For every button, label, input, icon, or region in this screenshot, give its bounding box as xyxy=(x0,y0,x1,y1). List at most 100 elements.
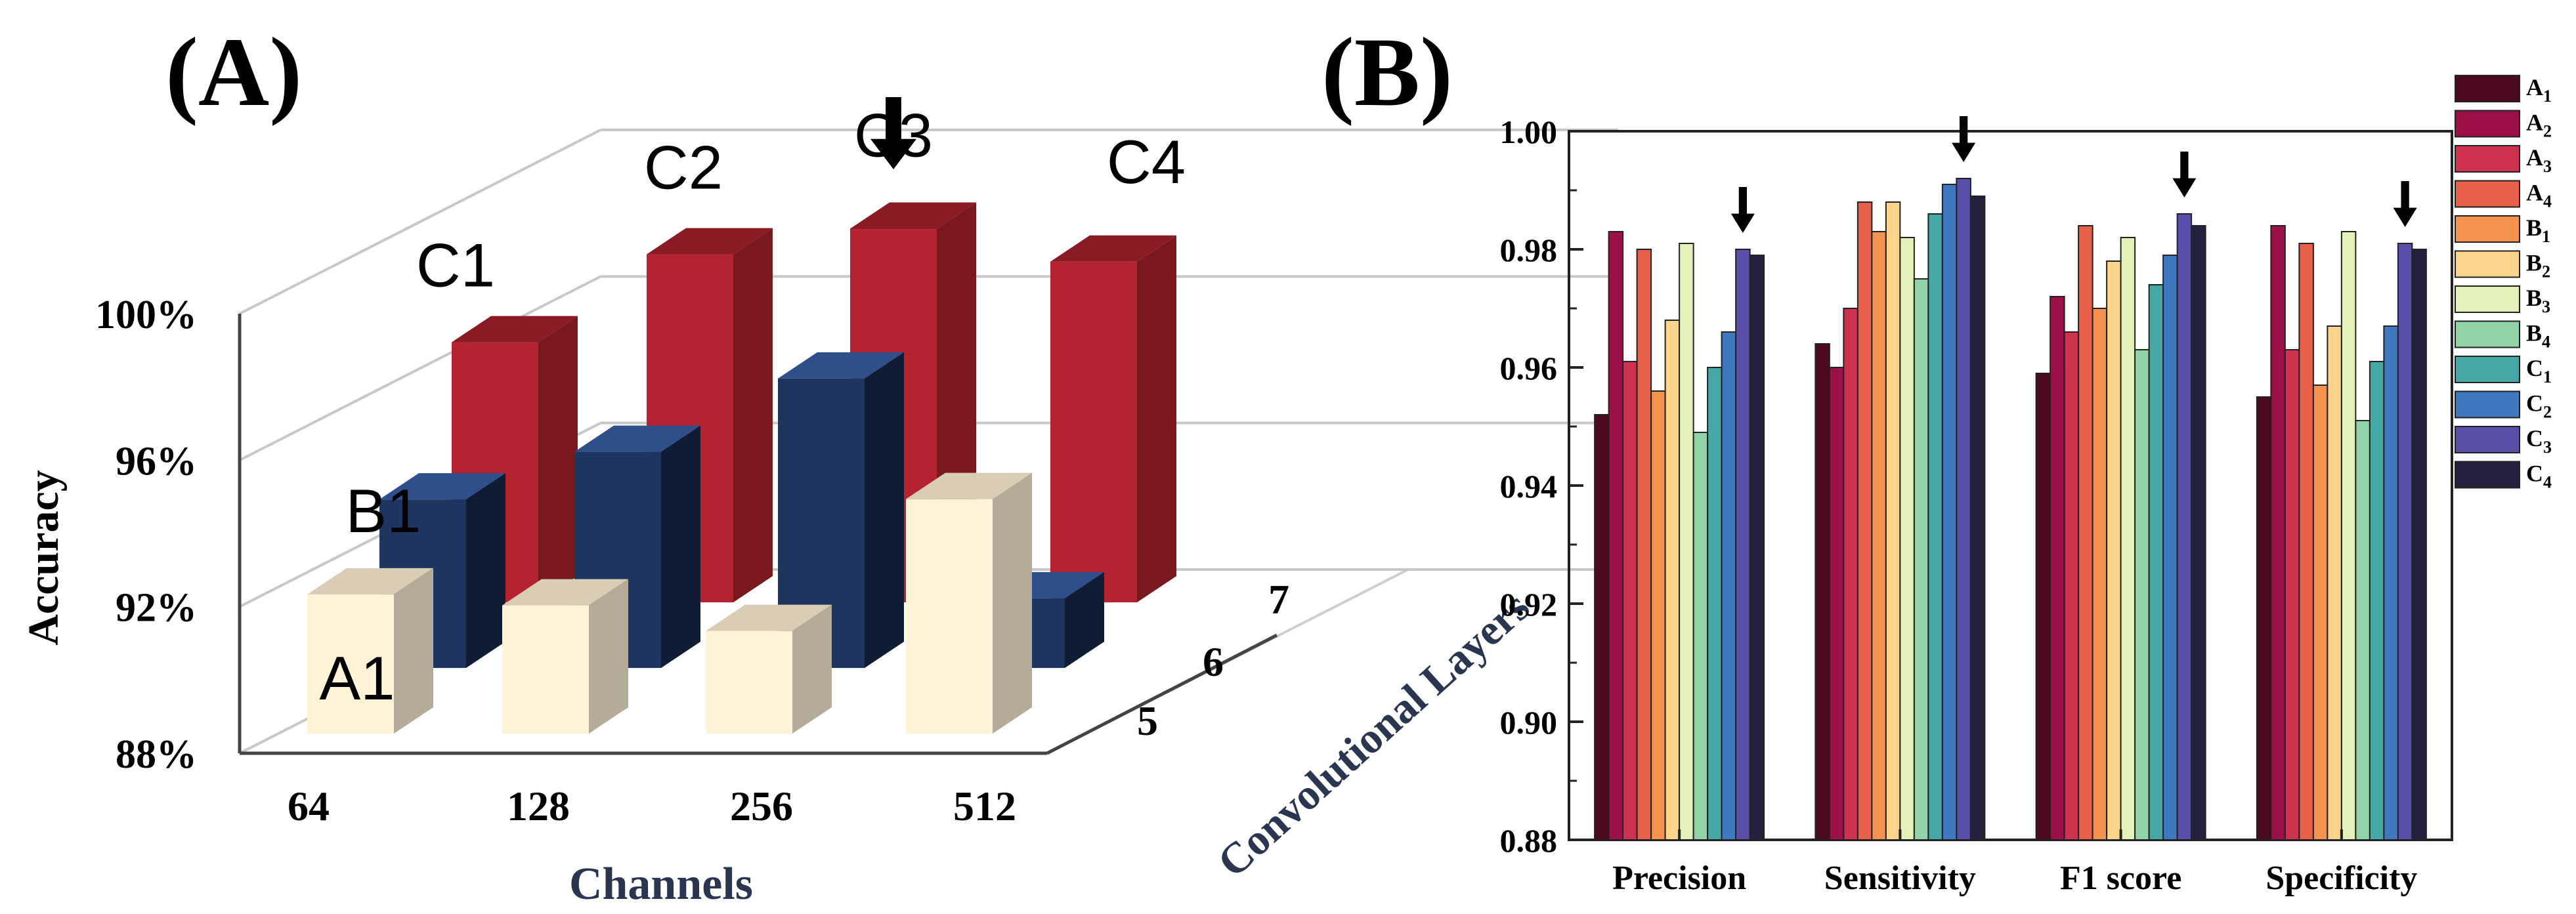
panel-a-bar-top xyxy=(307,568,433,594)
panel-b-bar xyxy=(1679,243,1694,841)
panel-a-bar xyxy=(1050,261,1137,602)
panel-b-legend-label: A2 xyxy=(2526,110,2552,141)
panel-b-bar xyxy=(2148,284,2164,841)
panel-b-x-tick-label: Precision xyxy=(1612,860,1746,897)
panel-b-bar xyxy=(2312,384,2329,841)
panel-b-bar xyxy=(2327,325,2342,841)
panel-a-bar xyxy=(706,631,792,734)
panel-a-x-tick-label: 512 xyxy=(953,783,1016,829)
panel-b-y-tick-label: 1.00 xyxy=(1500,114,1558,150)
panel-b-bar xyxy=(1650,390,1666,841)
panel-a-bar-top xyxy=(706,604,832,631)
panel-a-bar-annotation: C4 xyxy=(1107,127,1186,196)
panel-b-bar xyxy=(1913,278,1929,841)
panel-b-legend-label: C1 xyxy=(2526,355,2552,386)
panel-a-bar-top xyxy=(502,579,628,606)
panel-b-legend-swatch xyxy=(2455,285,2520,313)
panel-b-bar xyxy=(1941,184,1958,841)
panel-b-x-tick-label: Sensitivity xyxy=(1824,860,1976,897)
panel-b-bar xyxy=(1814,343,1830,841)
panel-b-legend-label: A1 xyxy=(2526,74,2552,106)
panel-a-bar xyxy=(307,594,394,734)
panel-b-x-tick-label: F1 score xyxy=(2060,860,2181,897)
panel-b-y-tick-label: 0.92 xyxy=(1500,586,1558,623)
panel-b-bar xyxy=(1692,432,1709,841)
panel-a-bar-annotation: C2 xyxy=(644,133,723,202)
panel-b-bar xyxy=(2050,296,2065,841)
panel-b-highlight-arrow xyxy=(2393,181,2417,227)
panel-a-bar-top xyxy=(1050,235,1176,262)
panel-b-bar xyxy=(2270,225,2286,841)
panel-a-bar-top xyxy=(850,202,976,229)
panel-b-y-tick-label: 0.98 xyxy=(1500,232,1558,268)
panel-a-z-tick-label: 6 xyxy=(1203,638,1224,685)
panel-b-legend-swatch xyxy=(2455,250,2520,278)
panel-a-y-axis-label: Accuracy xyxy=(20,470,68,646)
panel-b-bar xyxy=(1664,320,1681,841)
panel-b-legend-swatch xyxy=(2455,426,2520,453)
panel-a-bar-top xyxy=(778,352,904,379)
panel-a-bar-side xyxy=(733,228,773,602)
panel-b-x-tick-label: Specificity xyxy=(2265,860,2417,897)
panel-a-y-tick-label: 100% xyxy=(95,293,197,337)
panel-b-y-tick-label: 0.94 xyxy=(1500,468,1558,505)
panel-b-legend-label: A4 xyxy=(2526,180,2552,211)
panel-b-bar xyxy=(1608,231,1624,841)
panel-b-bar xyxy=(1721,331,1737,841)
panel-a-bar-side xyxy=(993,472,1032,734)
panel-b-bar xyxy=(1927,213,1943,841)
panel-b-bar xyxy=(2284,349,2300,841)
panel-a-bar-top xyxy=(379,473,505,500)
panel-b-legend-swatch xyxy=(2455,320,2520,348)
panel-b-bar xyxy=(1735,249,1751,841)
panel-b-y-tick-label: 0.88 xyxy=(1500,822,1558,859)
panel-b-bar xyxy=(2120,237,2136,841)
panel-b-legend-swatch xyxy=(2455,461,2520,489)
panel-a-axes: 88% 92% 96% 100% 64 128 256 512 567 xyxy=(95,293,1289,829)
panel-b-bar xyxy=(2411,249,2427,841)
panel-a-bar-side xyxy=(792,604,832,734)
panel-a-bar-side xyxy=(1065,571,1104,668)
panel-a-bar-side xyxy=(589,579,628,734)
panel-a-z-axis-line xyxy=(1046,633,1278,755)
panel-b-bar xyxy=(1594,414,1610,841)
panel-a-bar-top xyxy=(574,425,700,452)
panel-b-bar xyxy=(1899,237,1915,841)
panel-b-bar xyxy=(1969,196,1986,841)
panel-b-bar xyxy=(2191,225,2206,841)
panel-a-bar-labels: A1B1C1C2C3C4 xyxy=(320,97,1186,713)
panel-a-bar xyxy=(502,605,589,734)
panel-a-bar-side xyxy=(1137,235,1176,602)
panel-b-legend-label: B2 xyxy=(2526,250,2550,281)
panel-b-legend-swatch xyxy=(2455,215,2520,243)
panel-b-bar xyxy=(2256,396,2272,841)
panel-a-bar-top xyxy=(452,316,578,343)
panel-b-legend-swatch xyxy=(2455,356,2520,383)
panel-b-bar xyxy=(1885,201,1901,841)
panel-a-bar-side xyxy=(865,352,904,668)
panel-b-bar xyxy=(1857,201,1873,841)
panel-a-bar-side xyxy=(466,473,505,668)
panel-a-label: (A) xyxy=(165,18,302,127)
panel-a-x-axis-label: Channels xyxy=(569,859,753,909)
panel-b-legend-swatch xyxy=(2455,110,2520,138)
panel-b-highlight-arrow xyxy=(1730,187,1755,233)
panel-b-bar xyxy=(2106,260,2122,841)
panel-b-bar xyxy=(2340,231,2357,841)
panel-a-bar xyxy=(906,499,993,734)
panel-b-bar xyxy=(2162,255,2178,841)
panel-a-bar-annotation: B1 xyxy=(346,476,421,545)
panel-b-bar xyxy=(2369,361,2385,841)
panel-b-bar xyxy=(2092,308,2108,841)
panel-b-bar xyxy=(1871,231,1887,841)
panel-a-x-tick-label: 64 xyxy=(288,783,330,829)
panel-a-y-tick-label: 88% xyxy=(116,732,197,777)
panel-b-bar xyxy=(1956,178,1971,841)
panel-a-x-tick-label: 256 xyxy=(730,783,793,829)
panel-a-bar-side xyxy=(661,425,700,668)
panel-b-highlight-arrow xyxy=(2172,152,2197,197)
panel-b-bar xyxy=(1636,249,1652,841)
panel-a-x-tick-label: 128 xyxy=(507,783,570,829)
